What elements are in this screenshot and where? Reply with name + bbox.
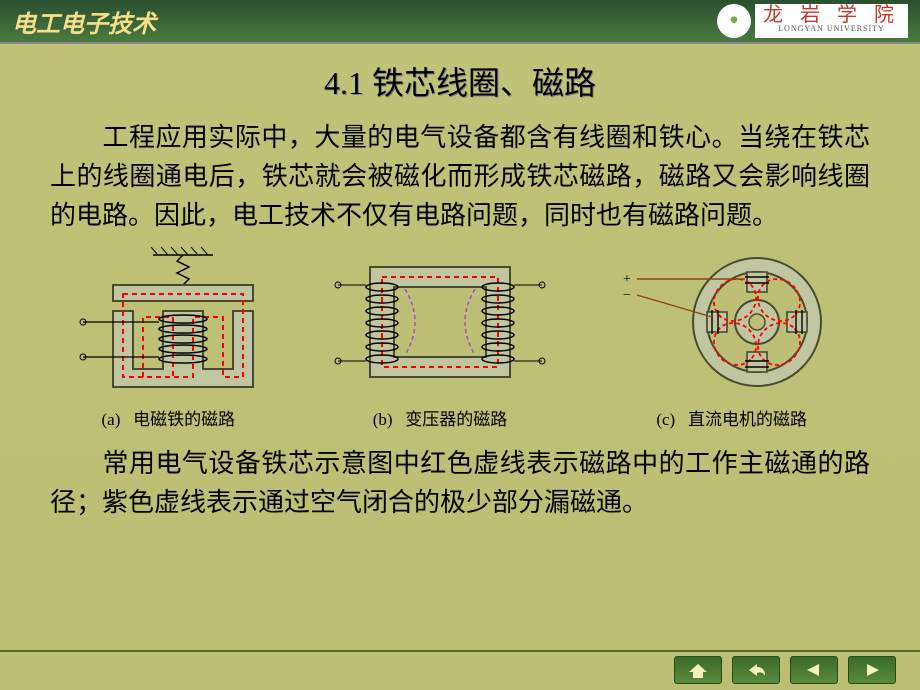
diagram-a-caption: (a) 电磁铁的磁路 xyxy=(73,405,263,430)
nav-prev-button[interactable] xyxy=(790,656,838,684)
diagram-b-text: 变压器的磁路 xyxy=(405,410,507,429)
diagram-b-caption: (b) 变压器的磁路 xyxy=(330,405,550,430)
home-icon xyxy=(687,662,709,678)
diagram-c-label: (c) xyxy=(656,410,675,429)
diagram-c-text: 直流电机的磁路 xyxy=(688,410,807,429)
header-bar: 电工电子技术 龙 岩 学 院 LONGYAN UNIVERSITY xyxy=(0,0,920,44)
prev-arrow-icon xyxy=(803,662,825,678)
diagram-a-text: 电磁铁的磁路 xyxy=(133,410,235,429)
nav-return-button[interactable] xyxy=(732,656,780,684)
diagram-b: (b) 变压器的磁路 xyxy=(330,247,550,430)
return-arrow-icon xyxy=(745,662,767,678)
next-arrow-icon xyxy=(861,662,883,678)
diagram-c-caption: (c) 直流电机的磁路 xyxy=(617,405,847,430)
plus-terminal-label: + xyxy=(623,272,631,287)
paragraph-1-text: 工程应用实际中，大量的电气设备都含有线圈和铁心。当绕在铁芯上的线圈通电后，铁芯就… xyxy=(50,123,870,230)
paragraph-1: 工程应用实际中，大量的电气设备都含有线圈和铁心。当绕在铁芯上的线圈通电后，铁芯就… xyxy=(50,118,870,235)
minus-terminal-label: − xyxy=(623,288,631,303)
diagram-a: (a) 电磁铁的磁路 xyxy=(73,247,263,430)
nav-home-button[interactable] xyxy=(674,656,722,684)
diagram-row: (a) 电磁铁的磁路 xyxy=(40,247,880,430)
university-name: 龙 岩 学 院 LONGYAN UNIVERSITY xyxy=(755,4,908,38)
electromagnet-diagram-icon xyxy=(73,247,263,397)
footer-nav xyxy=(0,650,920,684)
university-badge: 龙 岩 学 院 LONGYAN UNIVERSITY xyxy=(717,4,908,38)
transformer-diagram-icon xyxy=(330,247,550,397)
diagram-c: + − (c) 直流电机的磁路 xyxy=(617,247,847,430)
diagram-b-label: (b) xyxy=(373,410,393,429)
dc-motor-diagram-icon: + − xyxy=(617,247,847,397)
paragraph-2-text: 常用电气设备铁芯示意图中红色虚线表示磁路中的工作主磁通的路径；紫色虚线表示通过空… xyxy=(50,449,870,517)
section-title: 4.1 铁芯线圈、磁路 xyxy=(0,58,920,104)
university-name-cn: 龙 岩 学 院 xyxy=(763,5,900,25)
course-title: 电工电子技术 xyxy=(12,4,156,39)
nav-next-button[interactable] xyxy=(848,656,896,684)
paragraph-2: 常用电气设备铁芯示意图中红色虚线表示磁路中的工作主磁通的路径；紫色虚线表示通过空… xyxy=(50,444,870,522)
university-logo-icon xyxy=(717,4,751,38)
university-name-en: LONGYAN UNIVERSITY xyxy=(778,25,885,33)
slide: 电工电子技术 龙 岩 学 院 LONGYAN UNIVERSITY 4.1 铁芯… xyxy=(0,0,920,690)
diagram-a-label: (a) xyxy=(102,410,121,429)
